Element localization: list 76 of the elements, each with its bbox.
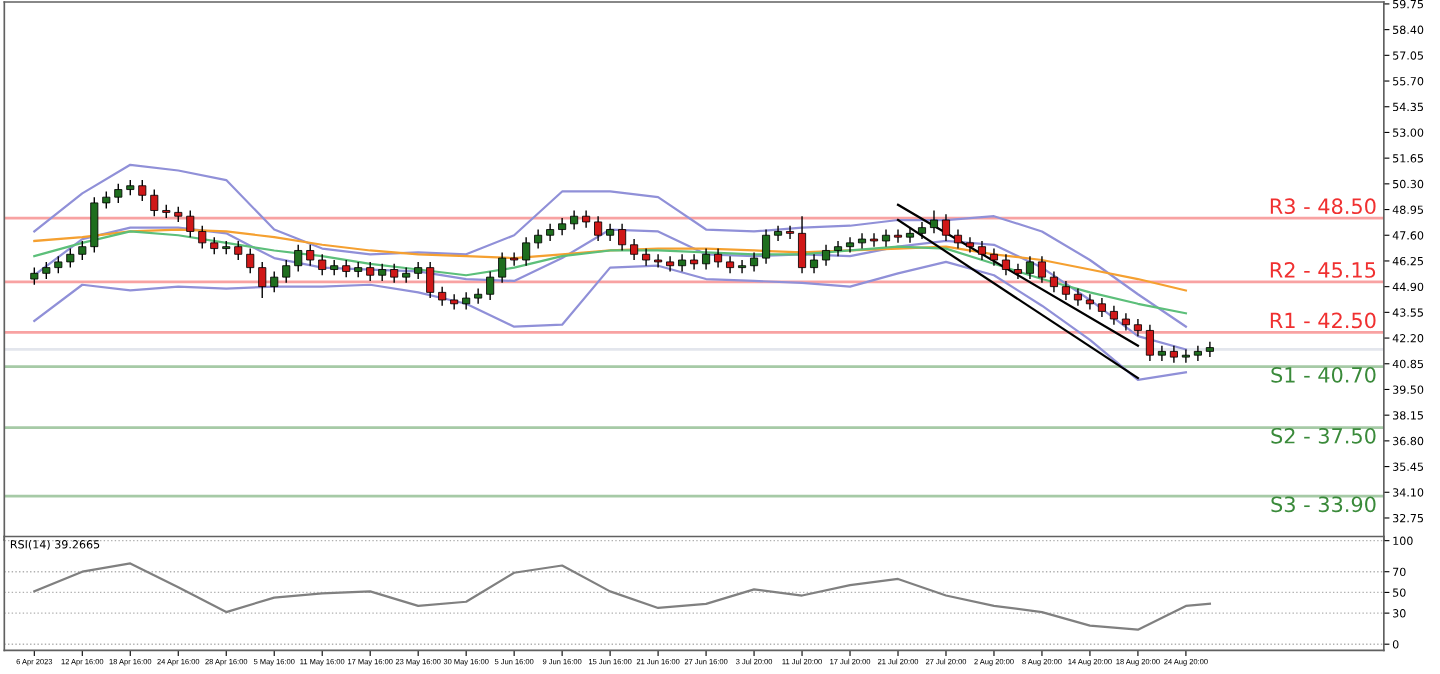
candlestick — [582, 209, 591, 229]
candlestick — [402, 266, 411, 284]
line-series — [33, 163, 1188, 328]
candlestick — [1181, 348, 1190, 364]
candlestick — [594, 215, 603, 242]
candlestick — [426, 261, 435, 299]
candlestick — [702, 247, 711, 271]
candlestick — [929, 209, 939, 235]
candlestick — [834, 240, 843, 257]
line-series — [33, 260, 1188, 382]
candlestick — [390, 263, 399, 284]
candlestick — [977, 240, 986, 261]
ref-line-label: S3 - 33.90 — [1271, 496, 1376, 513]
candlestick — [246, 247, 255, 275]
candlestick — [462, 291, 471, 311]
candlestick — [893, 228, 903, 244]
candlestick — [1085, 293, 1094, 311]
candlestick — [774, 225, 783, 242]
candlestick — [1109, 304, 1118, 326]
candlestick — [438, 285, 447, 307]
ref-line-label: S1 - 40.70 — [1271, 366, 1376, 383]
candlestick — [234, 240, 243, 261]
candlestick — [905, 226, 915, 244]
candlestick — [858, 232, 867, 250]
candlestick — [522, 236, 531, 267]
candlestick — [282, 259, 291, 284]
candlestick — [846, 236, 855, 254]
ref-line-label: S2 - 37.50 — [1271, 427, 1376, 444]
line-series — [33, 230, 1188, 315]
candlestick — [965, 236, 974, 254]
candlestick — [366, 261, 375, 282]
candlestick — [870, 232, 879, 248]
candlestick — [1193, 344, 1202, 362]
candlestick — [1037, 255, 1046, 284]
candlestick — [750, 251, 759, 273]
candlestick — [450, 293, 459, 311]
candlestick — [474, 287, 483, 305]
line-series — [33, 562, 1212, 631]
candlestick — [1049, 270, 1058, 294]
candlestick — [630, 238, 639, 261]
candlestick — [666, 255, 675, 273]
candlestick — [822, 244, 831, 267]
ref-line-label: R1 - 42.50 — [1270, 312, 1376, 329]
candlestick — [798, 215, 807, 275]
candlestick — [1157, 344, 1166, 362]
candlestick — [786, 225, 795, 240]
candlestick — [486, 270, 495, 301]
candlestick — [498, 251, 507, 284]
candlestick — [618, 223, 627, 252]
ref-line-label: R3 - 48.50 — [1270, 198, 1376, 215]
candlestick — [270, 270, 279, 294]
candlestick — [1097, 297, 1106, 318]
candlestick — [294, 244, 303, 273]
candlestick — [258, 261, 267, 299]
candlestick — [953, 228, 963, 250]
candlestick — [738, 259, 747, 275]
candlestick — [690, 253, 699, 271]
line-series — [33, 226, 1188, 351]
candlestick — [306, 244, 315, 267]
candlestick — [534, 228, 543, 250]
candlestick — [1013, 263, 1022, 280]
candlestick — [714, 247, 723, 269]
candlestick — [1145, 324, 1154, 362]
candlestick — [1001, 253, 1010, 276]
candlestick — [1025, 255, 1034, 280]
candlestick — [570, 209, 579, 231]
candlestick — [1205, 341, 1214, 358]
candlestick — [810, 253, 819, 275]
ref-line-label: R2 - 45.15 — [1270, 262, 1376, 278]
candlestick — [318, 253, 327, 276]
candlestick — [1061, 280, 1070, 301]
line-series — [33, 228, 1188, 292]
candlestick — [762, 228, 771, 265]
candlestick — [654, 253, 663, 269]
candlestick — [941, 213, 951, 242]
candlestick — [510, 251, 519, 267]
